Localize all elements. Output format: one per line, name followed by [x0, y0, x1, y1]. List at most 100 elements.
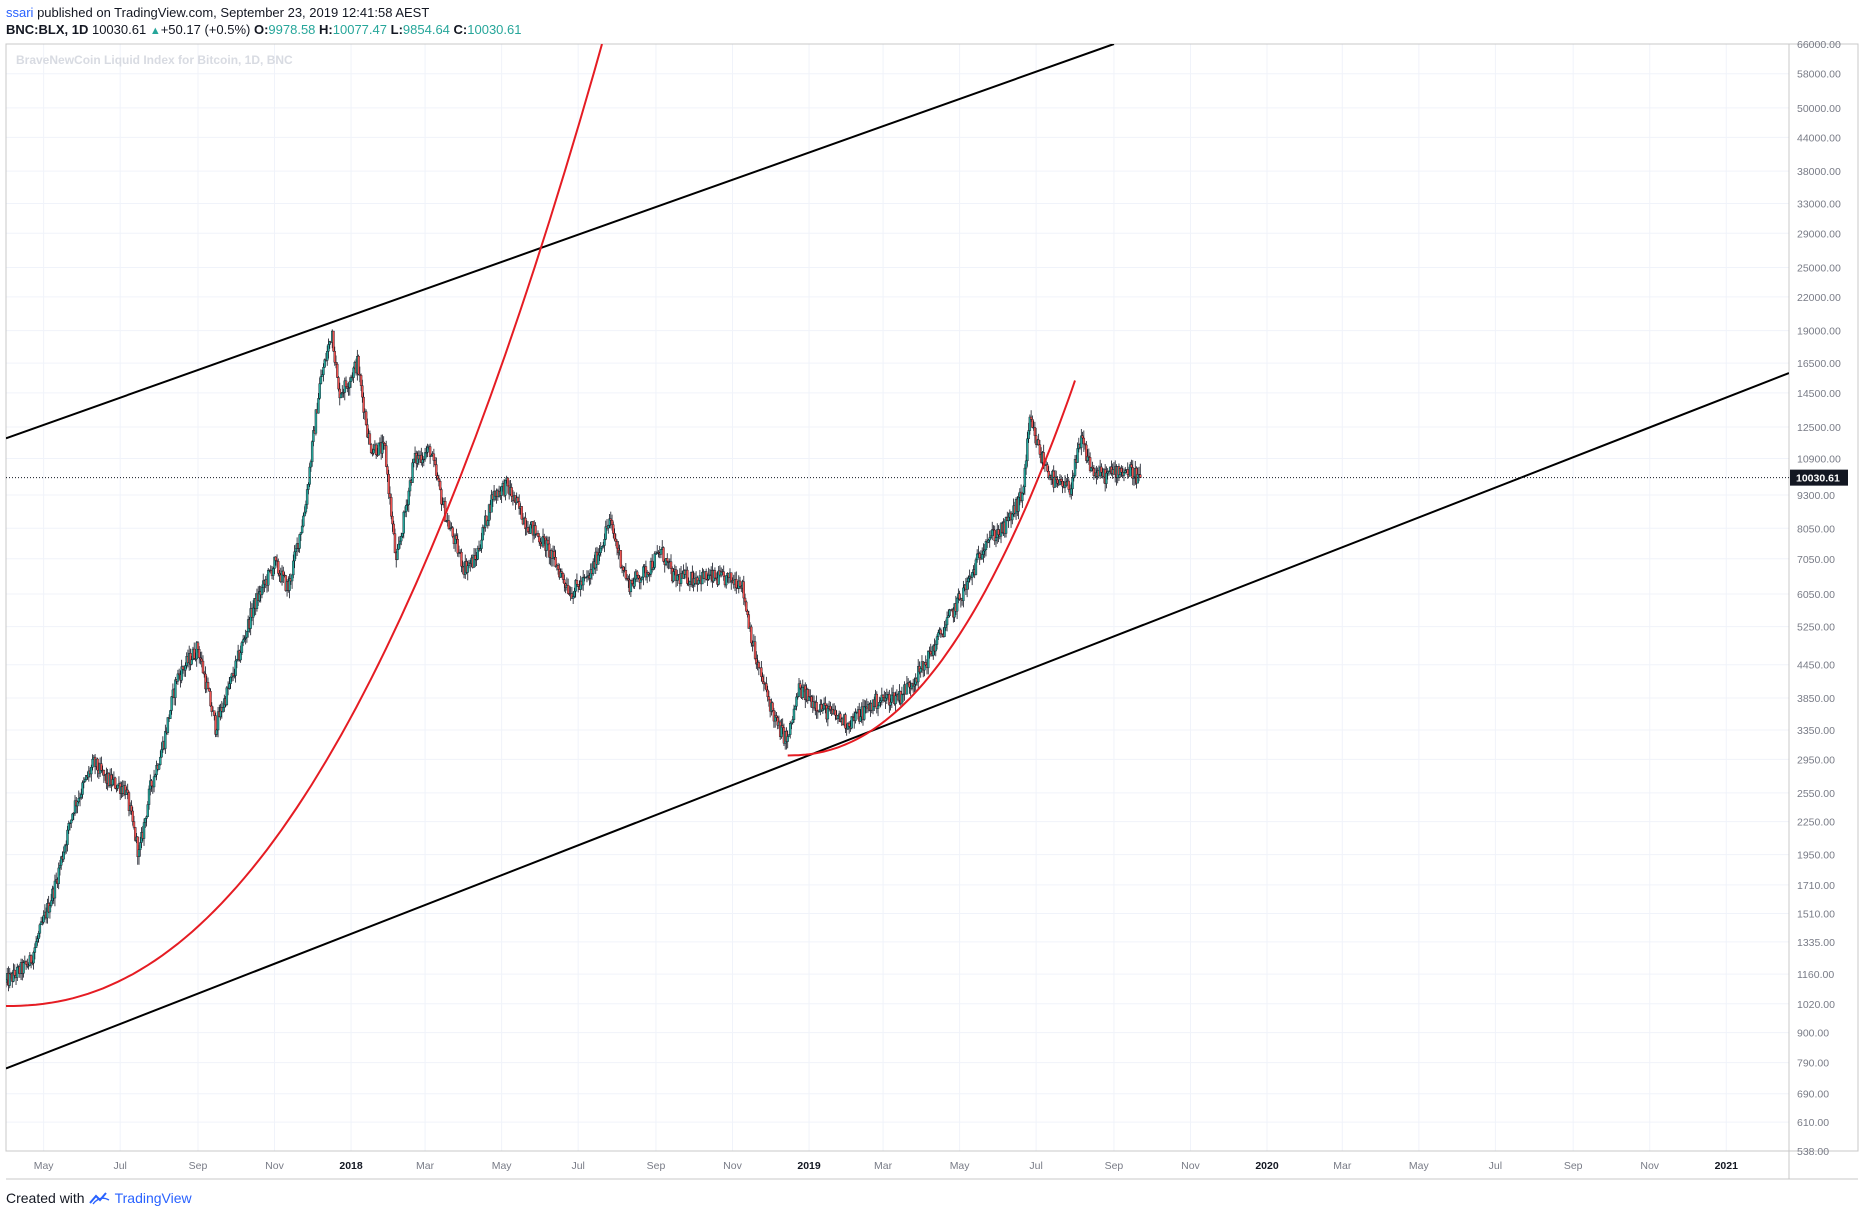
published-text: published on TradingView.com, September … — [37, 5, 430, 20]
candle-body — [612, 524, 615, 534]
candle-body — [137, 849, 141, 857]
price-tick-label: 2250.00 — [1797, 817, 1835, 829]
time-tick-label: Sep — [1564, 1160, 1583, 1172]
candle-body — [383, 443, 387, 446]
candle-body — [1028, 416, 1032, 431]
candle-body — [377, 442, 380, 456]
price-tick-label: 5250.00 — [1797, 622, 1835, 634]
candle-body — [935, 636, 939, 645]
candle-body — [1038, 444, 1042, 455]
candle-body — [126, 789, 129, 793]
candle-body — [33, 947, 37, 953]
time-tick-label: May — [492, 1160, 513, 1172]
candle-body — [566, 585, 570, 594]
candle-body — [474, 555, 477, 560]
candle-body — [1046, 464, 1049, 472]
price-tick-label: 1950.00 — [1797, 850, 1835, 862]
candle-body — [573, 590, 576, 597]
candle-body — [1029, 416, 1033, 420]
candle-body — [821, 708, 825, 711]
candle-body — [160, 749, 163, 758]
candle-body — [362, 396, 365, 413]
candle-body — [164, 730, 167, 749]
candle-body — [455, 535, 458, 540]
candle-body — [753, 641, 757, 659]
ohlc-legend: BNC:BLX, 1D 10030.61 ▲+50.17 (+0.5%) O:9… — [6, 21, 521, 40]
price-tick-label: 1160.00 — [1797, 969, 1834, 981]
candle-body — [554, 557, 557, 567]
candle-body — [96, 758, 99, 771]
candle-body — [640, 576, 644, 581]
candle-body — [613, 533, 616, 540]
time-tick-label: May — [34, 1160, 55, 1172]
candle-body — [561, 573, 565, 580]
candle-body — [344, 380, 348, 387]
candle-body — [526, 527, 530, 532]
up-arrow-icon: ▲ — [149, 25, 161, 37]
candle-body — [66, 829, 69, 845]
candle-body — [923, 662, 926, 671]
candle-body — [629, 580, 633, 593]
candle-body — [688, 581, 692, 585]
candle-body — [479, 548, 482, 551]
time-tick-label: Jul — [1489, 1160, 1502, 1172]
candle-body — [67, 822, 70, 831]
candle-body — [850, 716, 853, 729]
candle-body — [927, 650, 930, 669]
candle-body — [411, 462, 414, 483]
candle-body — [745, 601, 748, 612]
candle-body — [302, 515, 305, 527]
candle-body — [290, 574, 294, 582]
candle-body — [884, 697, 887, 701]
candle-body — [1070, 488, 1073, 495]
candle-body — [152, 776, 156, 788]
price-tick-label: 9300.00 — [1797, 490, 1835, 502]
plot-area — [6, 44, 1789, 1070]
candle-body — [1022, 486, 1025, 494]
candle-body — [900, 694, 904, 704]
candle-body — [398, 540, 402, 545]
candle-body — [743, 597, 747, 603]
candle-body — [437, 478, 441, 482]
candle-body — [878, 702, 881, 707]
candle-body — [635, 571, 639, 576]
candle-body — [294, 548, 298, 553]
candle-body — [1076, 448, 1079, 463]
tradingview-brand[interactable]: TradingView — [114, 1190, 192, 1206]
candle-body — [510, 487, 513, 497]
price-tick-label: 44000.00 — [1797, 132, 1841, 144]
candle-body — [775, 715, 778, 718]
candle-body — [169, 710, 172, 719]
candle-body — [277, 561, 280, 574]
price-tick-label: 38000.00 — [1797, 166, 1841, 178]
candle-body — [181, 666, 185, 670]
candle-body — [943, 627, 946, 637]
candle-body — [1131, 467, 1134, 479]
candle-body — [653, 553, 656, 568]
chart-header: ssari published on TradingView.com, Sept… — [6, 4, 521, 40]
candle-body — [274, 556, 277, 561]
candle-body — [560, 571, 564, 574]
candle-body — [529, 524, 532, 534]
candle-body — [174, 679, 177, 698]
candle-body — [662, 547, 665, 562]
candle-body — [747, 614, 751, 629]
price-tick-label: 1710.00 — [1797, 880, 1835, 892]
candle-body — [228, 683, 231, 689]
candle-body — [799, 683, 802, 689]
candle-body — [456, 539, 459, 554]
candle-body — [672, 571, 675, 582]
time-tick-label: 2021 — [1715, 1160, 1739, 1172]
author-link[interactable]: ssari — [6, 5, 34, 20]
candle-body — [401, 533, 404, 537]
candle-body — [36, 938, 39, 942]
candle-body — [368, 433, 372, 445]
candle-body — [622, 566, 625, 571]
candle-body — [890, 694, 894, 703]
candle-body — [991, 529, 994, 537]
candle-body — [988, 537, 991, 541]
candle-body — [426, 447, 429, 453]
time-tick-label: Jul — [571, 1160, 584, 1172]
candle-body — [787, 734, 791, 737]
